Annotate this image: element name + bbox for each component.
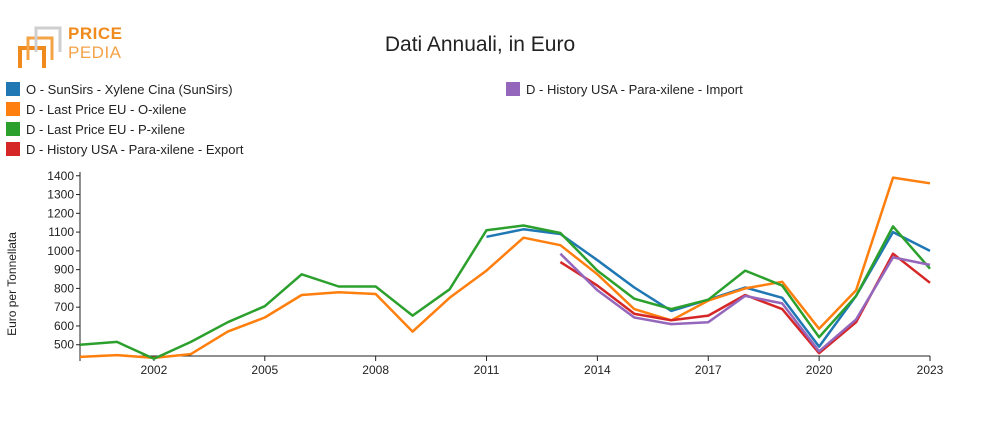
logo-text-pedia: PEDIA: [68, 43, 122, 62]
legend-label: D - History USA - Para-xilene - Export: [26, 141, 244, 157]
x-tick-label: 2014: [584, 363, 611, 377]
legend-label: O - SunSirs - Xylene Cina (SunSirs): [26, 81, 233, 97]
series-line-1: [486, 228, 931, 348]
y-tick-label: 800: [54, 281, 74, 295]
legend-swatch: [6, 82, 20, 96]
y-tick-label: 1200: [47, 206, 74, 220]
legend-item[interactable]: D - History USA - Para-xilene - Export: [6, 140, 243, 158]
legend-label: D - History USA - Para-xilene - Import: [526, 81, 743, 97]
legend-label: D - Last Price EU - O-xilene: [26, 101, 187, 117]
legend-item[interactable]: D - History USA - Para-xilene - Import: [506, 80, 743, 98]
x-tick-label: 2020: [806, 363, 833, 377]
x-tick-label: 2011: [474, 363, 500, 377]
y-tick-label: 1100: [48, 225, 74, 239]
y-tick-label: 1000: [47, 244, 74, 258]
legend-item[interactable]: D - Last Price EU - P-xilene: [6, 120, 185, 138]
series-line-3: [79, 224, 931, 361]
legend-label: D - Last Price EU - P-xilene: [26, 121, 185, 137]
legend-item[interactable]: D - Last Price EU - O-xilene: [6, 100, 186, 118]
legend-item[interactable]: O - SunSirs - Xylene Cina (SunSirs): [6, 80, 233, 98]
y-axis-title: Euro per Tonnellata: [5, 232, 19, 336]
x-tick-label: 2005: [251, 363, 278, 377]
x-tick-label: 2017: [695, 363, 722, 377]
legend-swatch: [6, 102, 20, 116]
chart-title: Dati Annuali, in Euro: [384, 33, 576, 56]
series-line-2: [79, 176, 931, 360]
x-tick-label: 2002: [141, 363, 168, 377]
y-tick-label: 1300: [47, 188, 74, 202]
logo-mark-icon: [18, 26, 62, 68]
legend-swatch: [506, 82, 520, 96]
legend-swatch: [6, 122, 20, 136]
y-tick-label: 900: [54, 263, 74, 277]
x-tick-label: 2008: [362, 363, 389, 377]
legend-swatch: [6, 142, 20, 156]
y-tick-label: 600: [54, 319, 74, 333]
y-tick-label: 500: [54, 338, 74, 352]
logo-text-price: PRICE: [68, 24, 123, 43]
y-tick-label: 700: [54, 300, 74, 314]
x-tick-label: 2023: [917, 363, 944, 377]
series-line-5: [559, 252, 931, 353]
pricepedia-logo: PRICE PEDIA: [18, 22, 128, 74]
y-tick-label: 1400: [47, 169, 74, 183]
